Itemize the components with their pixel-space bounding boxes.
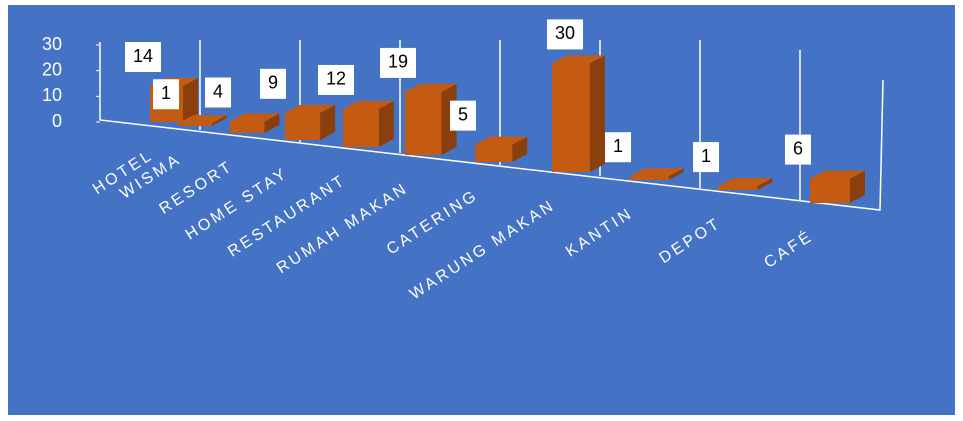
value-label: 30 (555, 23, 575, 43)
bar-side (589, 55, 605, 172)
bar (552, 63, 590, 172)
label-box (547, 19, 583, 50)
bar (285, 112, 321, 140)
bar (178, 123, 212, 126)
bar-top (552, 55, 605, 64)
value-label: 1 (701, 146, 711, 166)
y-tick-label: 10 (42, 85, 62, 105)
value-label: 1 (161, 83, 171, 103)
bar (630, 176, 669, 180)
value-label: 9 (268, 73, 278, 93)
bar-side (757, 178, 773, 190)
y-tick-label: 0 (52, 111, 62, 131)
bar-side (211, 115, 227, 126)
bar (718, 186, 758, 190)
label-box (260, 68, 286, 99)
bar (475, 144, 513, 162)
bar (810, 178, 850, 203)
bar-side (320, 104, 336, 140)
label-box (153, 79, 179, 110)
label-box (380, 47, 416, 78)
bar-top (230, 113, 280, 122)
bar-side (850, 170, 865, 203)
value-label: 1 (613, 136, 623, 156)
label-box (450, 100, 476, 131)
value-label: 6 (793, 138, 803, 158)
bar-side (512, 136, 528, 162)
bar-side (264, 113, 280, 133)
wall-outline (99, 42, 884, 211)
chart-area (8, 5, 955, 415)
value-label: 12 (326, 69, 346, 89)
bar-top (810, 170, 865, 179)
label-box (318, 64, 354, 95)
bar (343, 108, 379, 147)
bar-top (718, 178, 773, 187)
value-label: 19 (388, 52, 408, 72)
y-tick-label: 30 (42, 34, 62, 54)
value-label: 4 (213, 81, 223, 101)
label-box (605, 132, 631, 163)
bar-top (343, 100, 394, 109)
value-label: 5 (458, 104, 468, 124)
bar-top (405, 83, 457, 92)
bar-top (630, 168, 684, 177)
bar-side (183, 78, 198, 122)
bar-top (178, 115, 227, 124)
label-box (205, 77, 231, 108)
bar-side (668, 168, 684, 180)
value-label: 14 (133, 46, 153, 66)
bar-side (378, 100, 394, 147)
bar-top (475, 136, 528, 145)
label-box (125, 42, 161, 73)
bar (230, 121, 265, 133)
label-box (785, 134, 811, 165)
bar (405, 91, 442, 155)
y-tick-label: 20 (42, 59, 62, 79)
label-box (693, 142, 719, 173)
bar-top (285, 104, 336, 113)
